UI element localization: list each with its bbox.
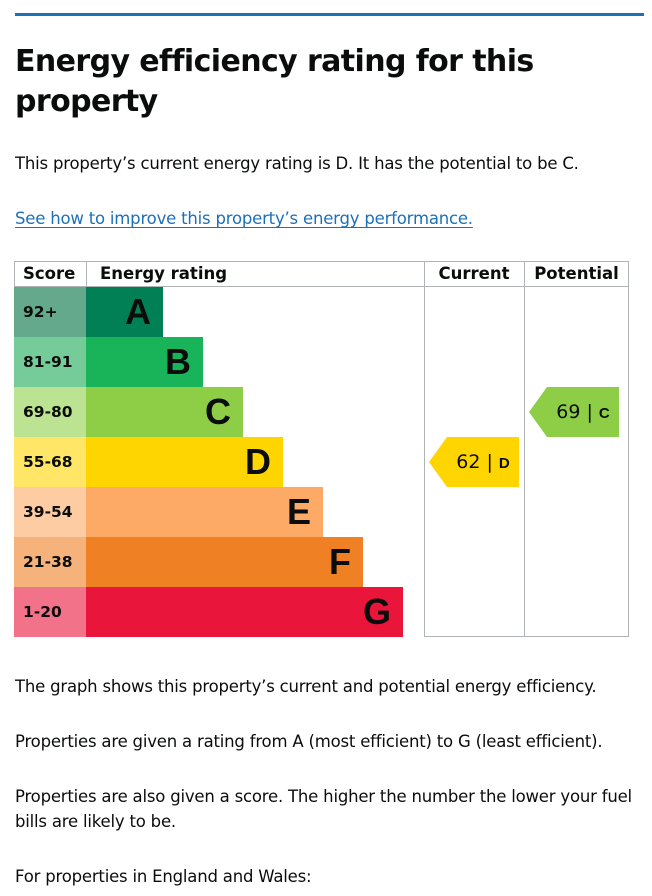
band-score: 81-91 (14, 337, 86, 387)
current-score: 62 (456, 451, 481, 473)
rating-band-g: 1-20 G (14, 587, 403, 637)
table-border-top (14, 261, 629, 262)
band-letter: A (125, 291, 151, 332)
graph-description: The graph shows this property’s current … (15, 677, 597, 696)
current-rating-label: 62 | D (456, 451, 510, 473)
band-bar: F (86, 537, 363, 587)
band-letter: D (245, 441, 271, 482)
potential-arrow-shape (529, 387, 619, 437)
rating-band-e: 39-54 E (14, 487, 323, 537)
band-score: 39-54 (14, 487, 86, 537)
table-header-divider (14, 286, 629, 287)
rating-explanation: Properties are given a rating from A (mo… (15, 732, 603, 751)
band-bar: G (86, 587, 403, 637)
page-title: Energy efficiency rating for this proper… (15, 44, 534, 119)
band-score: 21-38 (14, 537, 86, 587)
band-score: 69-80 (14, 387, 86, 437)
current-arrow-shape (429, 437, 519, 487)
band-score: 55-68 (14, 437, 86, 487)
rating-band-d: 55-68 D (14, 437, 283, 487)
band-score: 92+ (14, 287, 86, 337)
table-border-right (628, 261, 629, 637)
potential-rating-label: 69 | C (556, 401, 610, 423)
table-divider-potential (524, 261, 525, 637)
top-rule (15, 13, 644, 16)
potential-rating-arrow: 69 | C (529, 387, 619, 437)
band-letter: C (205, 391, 231, 432)
band-bar: D (86, 437, 283, 487)
score-explanation: Properties are also given a score. The h… (15, 787, 632, 831)
rating-band-f: 21-38 F (14, 537, 363, 587)
current-rating-arrow: 62 | D (429, 437, 519, 487)
band-score: 1-20 (14, 587, 86, 637)
rating-band-c: 69-80 C (14, 387, 243, 437)
rating-band-b: 81-91 B (14, 337, 203, 387)
band-letter: E (286, 491, 311, 532)
england-wales-note: For properties in England and Wales: (15, 867, 312, 886)
table-divider-score (86, 261, 87, 287)
band-bar: B (86, 337, 203, 387)
band-letter: G (362, 591, 391, 632)
energy-rating-table: Score Energy rating Current Potential 92… (14, 261, 629, 637)
rating-band-a: 92+ A (14, 287, 163, 337)
header-score: Score (23, 264, 76, 283)
intro-text: This property’s current energy rating is… (15, 154, 579, 173)
band-bar: A (86, 287, 163, 337)
band-bar: E (86, 487, 323, 537)
band-letter: B (165, 341, 191, 382)
header-current: Current (438, 264, 510, 283)
table-border-left (14, 261, 15, 287)
header-energy-rating: Energy rating (100, 264, 228, 283)
band-bar: C (86, 387, 243, 437)
current-letter: D (498, 455, 510, 472)
header-potential: Potential (534, 264, 619, 283)
table-border-bottom (424, 636, 629, 637)
band-letter: F (329, 541, 351, 582)
potential-score: 69 (556, 401, 581, 423)
potential-letter: C (598, 405, 610, 422)
table-divider-current (424, 261, 425, 637)
improve-energy-link[interactable]: See how to improve this property’s energ… (15, 209, 473, 228)
